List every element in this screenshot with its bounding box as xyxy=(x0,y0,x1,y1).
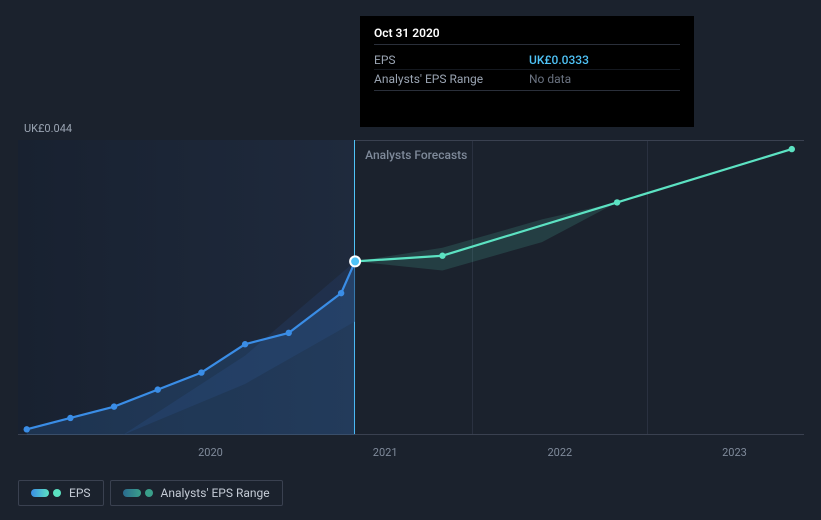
legend-label: EPS xyxy=(69,486,91,500)
tooltip: Oct 31 2020 EPSUK£0.0333Analysts' EPS Ra… xyxy=(360,16,694,127)
eps-actual-marker xyxy=(338,290,344,296)
legend-label: Analysts' EPS Range xyxy=(161,486,270,500)
legend-item[interactable]: EPS xyxy=(18,480,104,506)
legend-swatch xyxy=(31,489,49,497)
tooltip-row-key: EPS xyxy=(374,53,529,67)
x-axis-label: 2020 xyxy=(198,446,223,459)
eps-actual-marker xyxy=(67,415,73,421)
eps-actual-marker xyxy=(111,403,117,409)
tooltip-row-value: No data xyxy=(529,72,571,86)
y-axis-label-top: UK£0.044 xyxy=(22,122,74,135)
legend-dot xyxy=(145,489,153,497)
eps-actual-marker xyxy=(155,386,161,392)
eps-actual-marker xyxy=(24,426,30,432)
eps-forecast-marker xyxy=(439,253,445,259)
tooltip-row: Analysts' EPS RangeNo data xyxy=(374,70,680,91)
eps-range-area xyxy=(355,202,617,270)
legend-dot xyxy=(53,489,61,497)
chart-area[interactable] xyxy=(18,140,804,435)
tooltip-row: EPSUK£0.0333 xyxy=(374,51,680,70)
legend: EPS Analysts' EPS Range xyxy=(18,480,283,506)
eps-actual-marker xyxy=(198,369,204,375)
x-axis-label: 2021 xyxy=(373,446,398,459)
eps-forecast-marker xyxy=(614,199,620,205)
eps-actual-marker xyxy=(242,341,248,347)
x-axis-label: 2023 xyxy=(722,446,747,459)
tooltip-date: Oct 31 2020 xyxy=(374,26,680,45)
x-axis-label: 2022 xyxy=(547,446,572,459)
eps-forecast-marker xyxy=(789,146,795,152)
chart-svg xyxy=(18,140,804,434)
eps-actual-area xyxy=(27,261,355,435)
tooltip-row-value: UK£0.0333 xyxy=(529,53,589,67)
eps-actual-marker xyxy=(286,330,292,336)
legend-swatch xyxy=(123,489,141,497)
legend-item[interactable]: Analysts' EPS Range xyxy=(110,480,283,506)
current-point-marker xyxy=(350,256,360,266)
tooltip-row-key: Analysts' EPS Range xyxy=(374,72,529,86)
eps-forecast-line xyxy=(355,149,792,261)
